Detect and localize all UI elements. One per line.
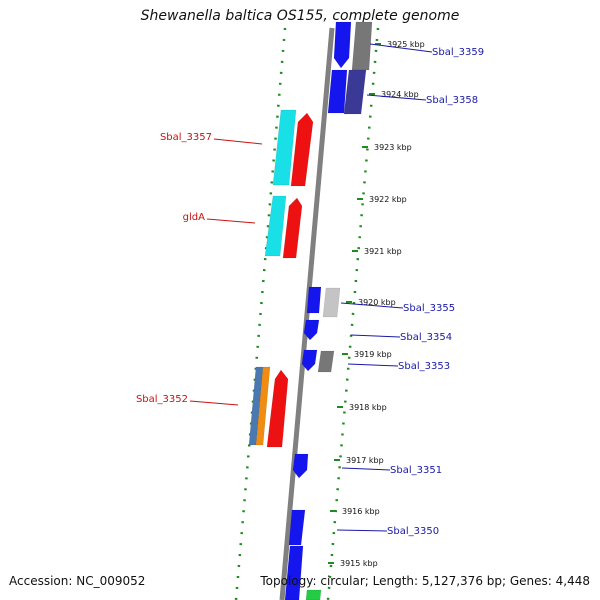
gene-arrow (333, 21, 352, 69)
kbp-tick-label: 3921 kbp (364, 247, 402, 256)
gene-arrow (272, 109, 297, 186)
kbp-tick-label: 3920 kbp (358, 298, 396, 307)
topology-text: Topology: circular; Length: 5,127,376 bp… (260, 574, 590, 588)
gene-label-forward: Sbal_3354 (400, 332, 452, 343)
outer-dotted-guide (326, 27, 380, 600)
kbp-tick-label: 3924 kbp (381, 90, 419, 99)
kbp-ticks: 3925 kbp 3924 kbp 3923 kbp 3922 kbp 3921 kbp… (328, 40, 425, 568)
gene-label-forward: Sbal_3353 (398, 361, 450, 372)
gene-label-reverse: Sbal_3357 (160, 132, 212, 143)
accession-text: Accession: NC_009052 (9, 574, 146, 588)
kbp-tick-label: 3923 kbp (374, 143, 412, 152)
gene-label-forward: Sbal_3358 (426, 95, 478, 106)
gene-features (248, 21, 373, 600)
gene-arrow (301, 349, 318, 372)
gene-arrow (266, 369, 289, 448)
gene-arrow (292, 453, 309, 479)
gene-arrow (264, 195, 287, 257)
gene-labels: Sbal_3359 Sbal_3358 Sbal_3355 Sbal_3354 Sbal… (136, 43, 484, 537)
map-title: Shewanella baltica OS155, complete genom… (140, 8, 460, 24)
gene-arrow (303, 319, 320, 341)
kbp-tick-label: 3915 kbp (340, 559, 378, 568)
gene-arrow (290, 112, 314, 187)
gene-label-forward: Sbal_3350 (387, 526, 439, 537)
kbp-tick-label: 3919 kbp (354, 350, 392, 359)
kbp-tick-label: 3922 kbp (369, 195, 407, 204)
gene-arrow (284, 545, 304, 600)
gene-arrow (327, 69, 348, 114)
gene-arrow (255, 366, 271, 446)
inner-dotted-guide (234, 27, 287, 600)
kbp-tick-label: 3925 kbp (387, 40, 425, 49)
gene-arrow (282, 197, 303, 259)
kbp-tick-label: 3917 kbp (346, 456, 384, 465)
gene-arrow (317, 350, 335, 373)
genome-backbone (279, 27, 335, 600)
gene-arrow (322, 287, 341, 318)
gene-arrow (306, 286, 322, 314)
gene-label-forward: Sbal_3351 (390, 465, 442, 476)
gene-arrow (305, 589, 322, 600)
gene-label-reverse: Sbal_3352 (136, 394, 188, 405)
gene-arrow (351, 21, 373, 71)
gene-arrow (343, 69, 367, 115)
kbp-tick-label: 3918 kbp (349, 403, 387, 412)
kbp-tick-label: 3916 kbp (342, 507, 380, 516)
gene-label-forward: Sbal_3355 (403, 303, 455, 314)
gene-label-reverse: gldA (183, 212, 205, 223)
gene-arrow (288, 509, 306, 546)
gene-label-forward: Sbal_3359 (432, 47, 484, 58)
